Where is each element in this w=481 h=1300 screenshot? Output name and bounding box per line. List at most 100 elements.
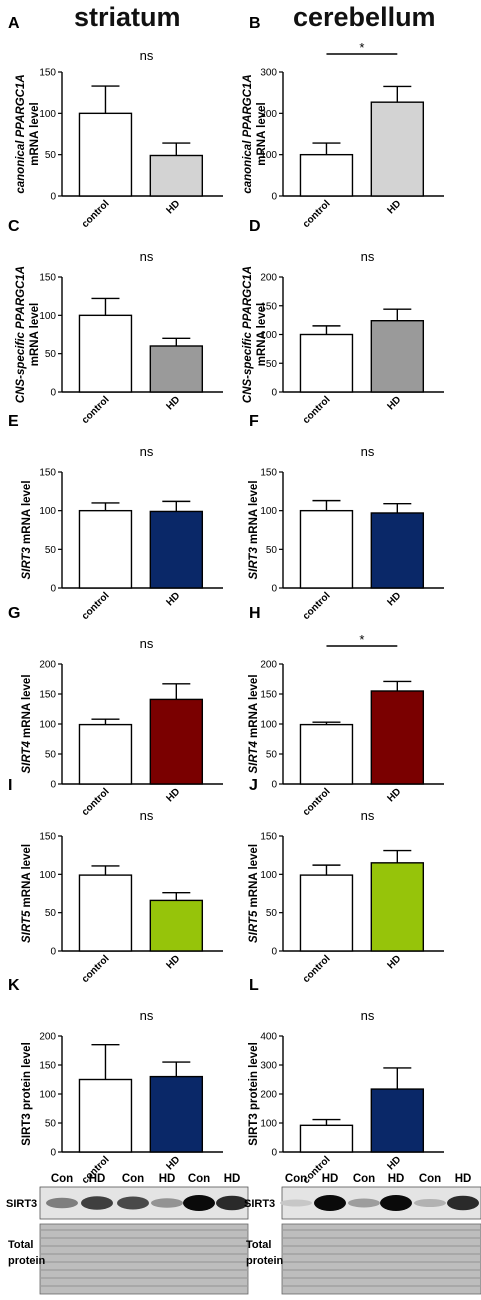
- bar-control: [78, 509, 133, 589]
- y-axis-label-unit: mRNA level: [248, 480, 260, 547]
- bar-control: [299, 509, 354, 589]
- x-tick-label: HD: [164, 786, 182, 804]
- lane-label: HD: [89, 1173, 106, 1185]
- x-tick-label: HD: [164, 953, 182, 971]
- significance-star: *: [359, 40, 364, 55]
- bar-hd: [370, 862, 425, 952]
- blot-label-sirt3: SIRT3: [244, 1198, 275, 1210]
- bar-hd: [370, 512, 425, 589]
- y-axis-label-unit: mRNA level: [29, 303, 41, 367]
- y-tick-label: 150: [260, 468, 277, 479]
- sirt3-band: [380, 1195, 412, 1211]
- y-tick-label: 200: [260, 660, 277, 671]
- y-tick-label: 100: [260, 330, 277, 341]
- y-tick-label: 100: [260, 150, 277, 161]
- x-tick-label: control: [301, 953, 333, 985]
- panel-e: E 0 50 100 150 SIRT3 mRNA level control HD ns: [8, 413, 223, 622]
- y-tick-label: 0: [50, 947, 56, 958]
- y-axis-label: SIRT5 mRNA level: [21, 844, 33, 943]
- y-axis-label-gene: SIRT3: [248, 547, 260, 580]
- y-axis-label: canonical PPARGC1A mRNA level: [15, 74, 41, 193]
- y-tick-label: 100: [39, 1090, 56, 1101]
- significance-star: *: [359, 632, 364, 647]
- y-tick-label: 200: [39, 660, 56, 671]
- y-tick-label: 100: [260, 506, 277, 517]
- lane-label: Con: [188, 1173, 210, 1185]
- y-tick-label: 0: [50, 780, 56, 791]
- y-tick-label: 100: [39, 870, 56, 881]
- panel-letter: L: [249, 977, 259, 994]
- y-axis-label: SIRT4 mRNA level: [21, 674, 33, 773]
- sirt3-band: [447, 1195, 479, 1211]
- y-tick-label: 150: [39, 468, 56, 479]
- y-axis-label-unit: mRNA level: [248, 674, 260, 741]
- y-tick-label: 50: [266, 750, 278, 761]
- y-axis-label: canonical PPARGC1A mRNA level: [242, 74, 268, 193]
- annotation-ns: ns: [140, 1008, 154, 1023]
- annotation-ns: ns: [361, 249, 375, 264]
- panel-letter: E: [8, 413, 19, 430]
- y-tick-label: 100: [39, 506, 56, 517]
- x-tick-label: HD: [164, 198, 182, 216]
- y-tick-label: 150: [39, 1061, 56, 1072]
- lane-label: Con: [353, 1173, 375, 1185]
- annotation-ns: ns: [140, 48, 154, 63]
- column-title-striatum: striatum: [74, 2, 181, 32]
- bar-control: [78, 112, 133, 197]
- y-tick-label: 100: [39, 311, 56, 322]
- lane-label: HD: [159, 1173, 176, 1185]
- y-axis-label-gene: CNS-specific PPARGC1A: [242, 266, 254, 403]
- y-axis-label: SIRT3 protein level: [248, 1042, 260, 1146]
- annotation-ns: ns: [361, 1008, 375, 1023]
- bar-control: [78, 1078, 133, 1153]
- y-tick-label: 0: [271, 1148, 277, 1159]
- x-tick-label: control: [301, 786, 333, 818]
- y-axis-label: SIRT3 mRNA level: [21, 480, 33, 579]
- y-tick-label: 50: [45, 150, 57, 161]
- y-tick-label: 0: [271, 947, 277, 958]
- y-axis-label-gene: SIRT3: [21, 547, 33, 580]
- y-tick-label: 150: [260, 301, 277, 312]
- y-tick-label: 0: [50, 584, 56, 595]
- x-tick-label: HD: [385, 953, 403, 971]
- y-tick-label: 200: [260, 273, 277, 284]
- blot-label-total: Total: [8, 1239, 33, 1251]
- y-tick-label: 150: [39, 832, 56, 843]
- x-tick-label: control: [80, 953, 112, 985]
- lane-label: Con: [419, 1173, 441, 1185]
- annotation-ns: ns: [361, 444, 375, 459]
- y-tick-label: 100: [260, 1119, 277, 1130]
- y-tick-label: 300: [260, 1061, 277, 1072]
- y-axis-label: SIRT3 protein level: [21, 1042, 33, 1146]
- panel-letter: H: [249, 605, 261, 622]
- x-tick-label: HD: [164, 590, 182, 608]
- y-tick-label: 0: [50, 388, 56, 399]
- y-axis-label-unit: mRNA level: [21, 674, 33, 741]
- x-tick-label: control: [301, 394, 333, 426]
- y-axis-label: SIRT5 mRNA level: [248, 844, 260, 943]
- bar-control: [299, 153, 354, 197]
- bar-control: [78, 314, 133, 393]
- y-tick-label: 200: [260, 109, 277, 120]
- bar-hd: [370, 320, 425, 393]
- x-tick-label: control: [301, 590, 333, 622]
- bar-control: [78, 723, 133, 785]
- sirt3-band: [46, 1197, 78, 1209]
- y-tick-label: 150: [39, 690, 56, 701]
- y-tick-label: 0: [50, 1148, 56, 1159]
- y-axis-label-unit: mRNA level: [21, 844, 33, 911]
- sirt3-band: [348, 1198, 380, 1208]
- bar-control: [299, 874, 354, 952]
- bar-hd: [149, 899, 204, 952]
- x-tick-label: control: [301, 198, 333, 230]
- panel-letter: K: [8, 977, 20, 994]
- y-tick-label: 150: [39, 273, 56, 284]
- x-tick-label: HD: [385, 590, 403, 608]
- y-tick-label: 100: [260, 720, 277, 731]
